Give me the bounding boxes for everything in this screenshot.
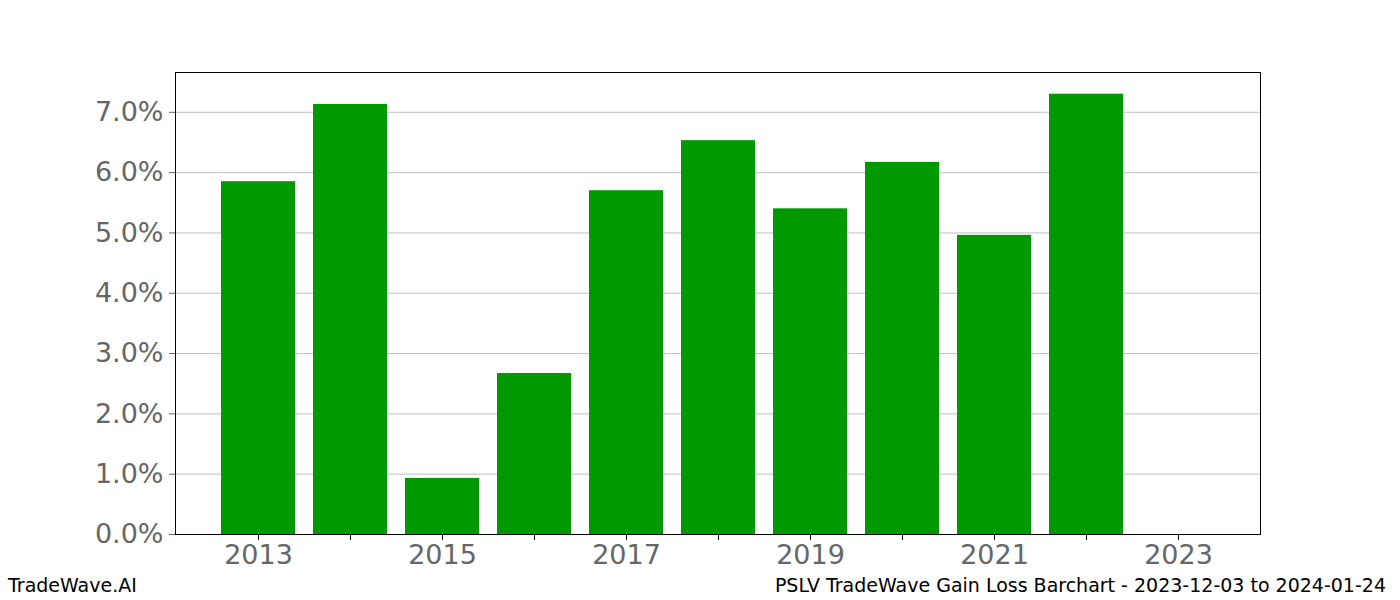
svg-text:2017: 2017: [592, 539, 661, 570]
html-text:PSLV TradeWave Gain Loss Barch: PSLV TradeWave Gain Loss Barchart - 2023…: [774, 574, 1386, 596]
svg-text:1.0%: 1.0%: [95, 458, 164, 489]
html-text:TradeWave.AI: TradeWave.AI: [8, 574, 137, 596]
svg-text:0.0%: 0.0%: [95, 518, 164, 549]
svg-text:5.0%: 5.0%: [95, 217, 164, 248]
svg-text:2.0%: 2.0%: [95, 398, 164, 429]
svg-text:3.0%: 3.0%: [95, 337, 164, 368]
svg-text:6.0%: 6.0%: [95, 156, 164, 187]
svg-text:2015: 2015: [408, 539, 477, 570]
svg-text:2021: 2021: [960, 539, 1029, 570]
svg-text:2013: 2013: [224, 539, 293, 570]
svg-text:2019: 2019: [776, 539, 845, 570]
svg-text:7.0%: 7.0%: [95, 96, 164, 127]
svg-text:2023: 2023: [1144, 539, 1213, 570]
svg-text:4.0%: 4.0%: [95, 277, 164, 308]
